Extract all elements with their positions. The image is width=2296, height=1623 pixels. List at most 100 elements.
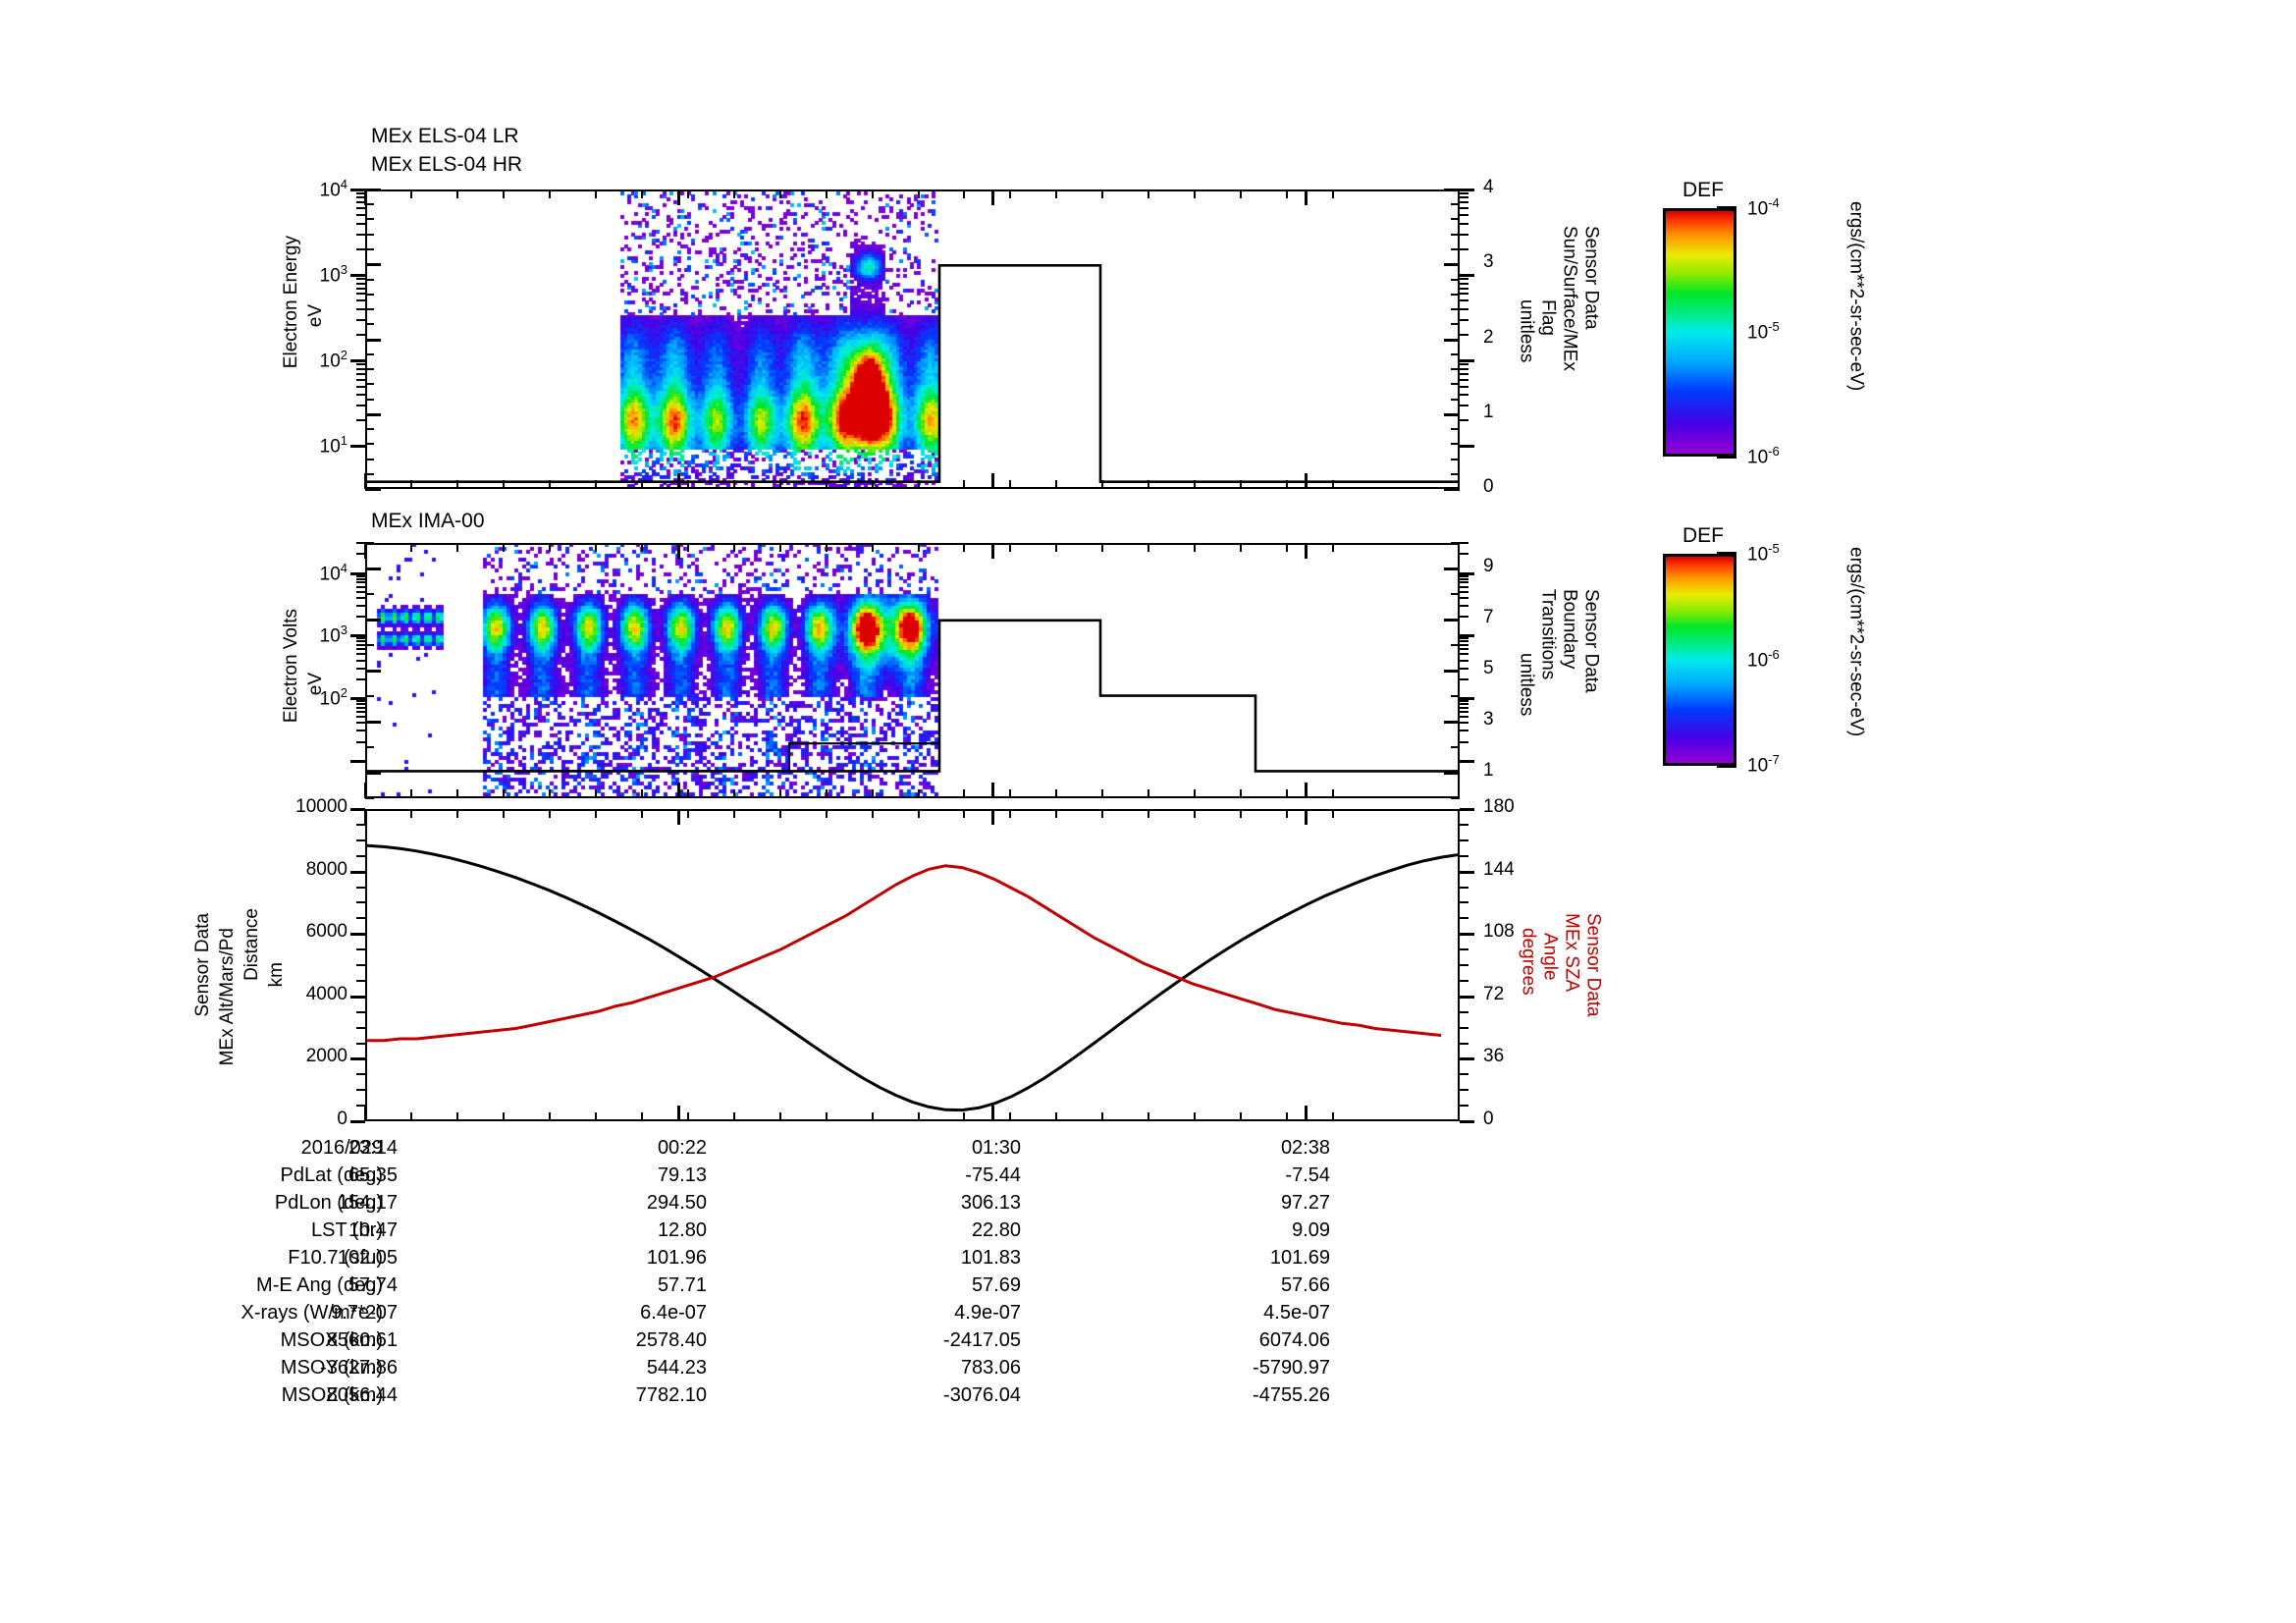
panel1-right-axis-label-2: Sun/Surface/MEx (1559, 226, 1580, 371)
table-cell: 97.27 (1280, 1192, 1330, 1214)
colorbar2-top-label: 10-5 (1747, 541, 1780, 566)
boundary-transitions-overlay (367, 619, 1458, 773)
colorbar-gradient-els (1666, 211, 1734, 454)
y2-tick-label: 180 (1483, 796, 1515, 817)
table-row-label: MSOZ (km) (281, 1384, 383, 1406)
y2-tick-label: 3 (1483, 251, 1494, 272)
panel1-right-axis-label-4: unitless (1516, 299, 1537, 363)
table-cell: 12.80 (657, 1219, 707, 1241)
panel1-right-axis-label-3: Flag (1537, 299, 1559, 336)
table-cell: 79.13 (657, 1164, 707, 1186)
y-tick-label-exp: 102 (319, 348, 347, 372)
table-cell: -2417.05 (943, 1329, 1021, 1351)
colorbar1-bottom-label: 10-6 (1747, 444, 1780, 468)
ephemeris-data-table: 2016/029 23:14 00:22 01:30 02:38 PdLat (deg) 6… (0, 1137, 1472, 1432)
table-cell: -75.44 (965, 1164, 1021, 1186)
panel3-right-axis-label-1: Sensor Data (1582, 913, 1604, 1017)
table-cell: 101.69 (1269, 1247, 1330, 1269)
table-cell: 101.83 (960, 1247, 1021, 1269)
table-cell: 544.23 (646, 1357, 707, 1379)
panel1-right-axis-label-1: Sensor Data (1580, 226, 1602, 330)
table-cell: 22.80 (971, 1219, 1021, 1241)
table-row-label: PdLon (deg) (274, 1192, 383, 1214)
table-cell: 57.71 (657, 1274, 707, 1296)
table-cell: 23:14 (347, 1137, 398, 1159)
spectrogram-canvas-ima (367, 545, 1458, 796)
table-cell: 4.9e-07 (954, 1302, 1021, 1324)
table-cell: 65.35 (347, 1164, 398, 1186)
panel2-title: MEx IMA-00 (371, 510, 485, 532)
colorbar1-top-label: 10-4 (1747, 195, 1780, 220)
panel3-right-axis-label-3: Angle (1539, 933, 1561, 981)
panel3-right-axis-label-2: MEx SZA (1561, 913, 1582, 993)
y2-tick-label: 4 (1483, 177, 1494, 197)
table-cell: 57.66 (1280, 1274, 1330, 1296)
y2-tick-label: 7 (1483, 607, 1494, 627)
panel-ima-spectrogram[interactable] (365, 543, 1460, 798)
y2-tick-label: 3 (1483, 709, 1494, 730)
table-row-label: PdLat (deg) (280, 1164, 383, 1186)
table-cell: 2578.40 (635, 1329, 707, 1351)
panel1-title-hr: MEx ELS-04 HR (371, 153, 523, 176)
table-cell: 4.5e-07 (1263, 1302, 1330, 1324)
y2-tick-label: 1 (1483, 402, 1494, 422)
table-cell: 6074.06 (1258, 1329, 1330, 1351)
panel2-right-axis-label-3: Transitions (1537, 589, 1559, 680)
table-cell: 783.06 (960, 1357, 1021, 1379)
table-row-label: MSOY (km) (280, 1357, 383, 1379)
table-row-label: 2016/029 (300, 1137, 383, 1159)
table-cell: -4755.26 (1253, 1384, 1330, 1406)
table-cell: -5790.97 (1253, 1357, 1330, 1379)
colorbar-def-els[interactable] (1663, 208, 1736, 457)
table-cell: 01:30 (971, 1137, 1021, 1159)
table-cell: 57.69 (971, 1274, 1021, 1296)
colorbar2-bottom-label: 10-7 (1747, 752, 1780, 777)
table-cell: 8056.44 (326, 1384, 398, 1406)
y-tick-label-exp: 104 (319, 561, 347, 585)
table-cell: 7782.10 (635, 1384, 707, 1406)
spectrogram-canvas-els (367, 191, 1458, 487)
y2-tick-label: 0 (1483, 476, 1494, 497)
table-cell: -3076.04 (943, 1384, 1021, 1406)
panel-electron-energy-spectrogram[interactable] (365, 189, 1460, 489)
colorbar2-units: ergs/(cm**2-sr-sec-eV) (1845, 547, 1867, 737)
y-tick-label-exp: 103 (319, 622, 347, 647)
y-tick-label-exp: 101 (319, 433, 347, 458)
table-row-label: F10.7 (sfu) (288, 1247, 383, 1269)
table-cell: 306.13 (960, 1192, 1021, 1214)
y2-tick-label: 0 (1483, 1109, 1494, 1129)
panel2-right-axis-label-1: Sensor Data (1580, 589, 1602, 693)
colorbar2-mid-label: 10-6 (1747, 647, 1780, 672)
panel-altitude-sza[interactable] (365, 809, 1460, 1121)
panel2-right-axis-label-4: unitless (1516, 653, 1537, 717)
y2-tick-label: 144 (1483, 859, 1515, 880)
colorbar1-title: DEF (1682, 179, 1724, 201)
table-cell: 6.4e-07 (640, 1302, 707, 1324)
y-tick-label: 0 (337, 1109, 347, 1129)
y-tick-label: 8000 (305, 859, 347, 880)
table-row-label: LST (hr) (311, 1219, 383, 1241)
y2-tick-label: 1 (1483, 760, 1494, 781)
panel3-right-axis-label-4: degrees (1518, 928, 1539, 996)
sun-surface-flag-overlay (367, 264, 1458, 484)
y-tick-label: 4000 (305, 984, 347, 1004)
colorbar-def-ima[interactable] (1663, 554, 1736, 766)
table-cell: -7.54 (1285, 1164, 1330, 1186)
table-cell: 02:38 (1280, 1137, 1330, 1159)
y-tick-label: 6000 (305, 921, 347, 942)
colorbar2-title: DEF (1682, 524, 1724, 547)
table-cell: 57.74 (347, 1274, 398, 1296)
table-row-label: M-E Ang (deg) (256, 1274, 383, 1296)
table-cell: 294.50 (646, 1192, 707, 1214)
y-tick-label: 10000 (295, 796, 347, 817)
y-tick-label-exp: 102 (319, 685, 347, 710)
colorbar1-units: ergs/(cm**2-sr-sec-eV) (1845, 201, 1867, 392)
table-cell: 102.05 (337, 1247, 398, 1269)
colorbar1-mid-label: 10-5 (1747, 319, 1780, 344)
table-cell: 10.47 (347, 1219, 398, 1241)
table-cell: 9.09 (1292, 1219, 1330, 1241)
table-cell: 101.96 (646, 1247, 707, 1269)
y2-tick-label: 108 (1483, 921, 1515, 942)
table-cell: 00:22 (657, 1137, 707, 1159)
